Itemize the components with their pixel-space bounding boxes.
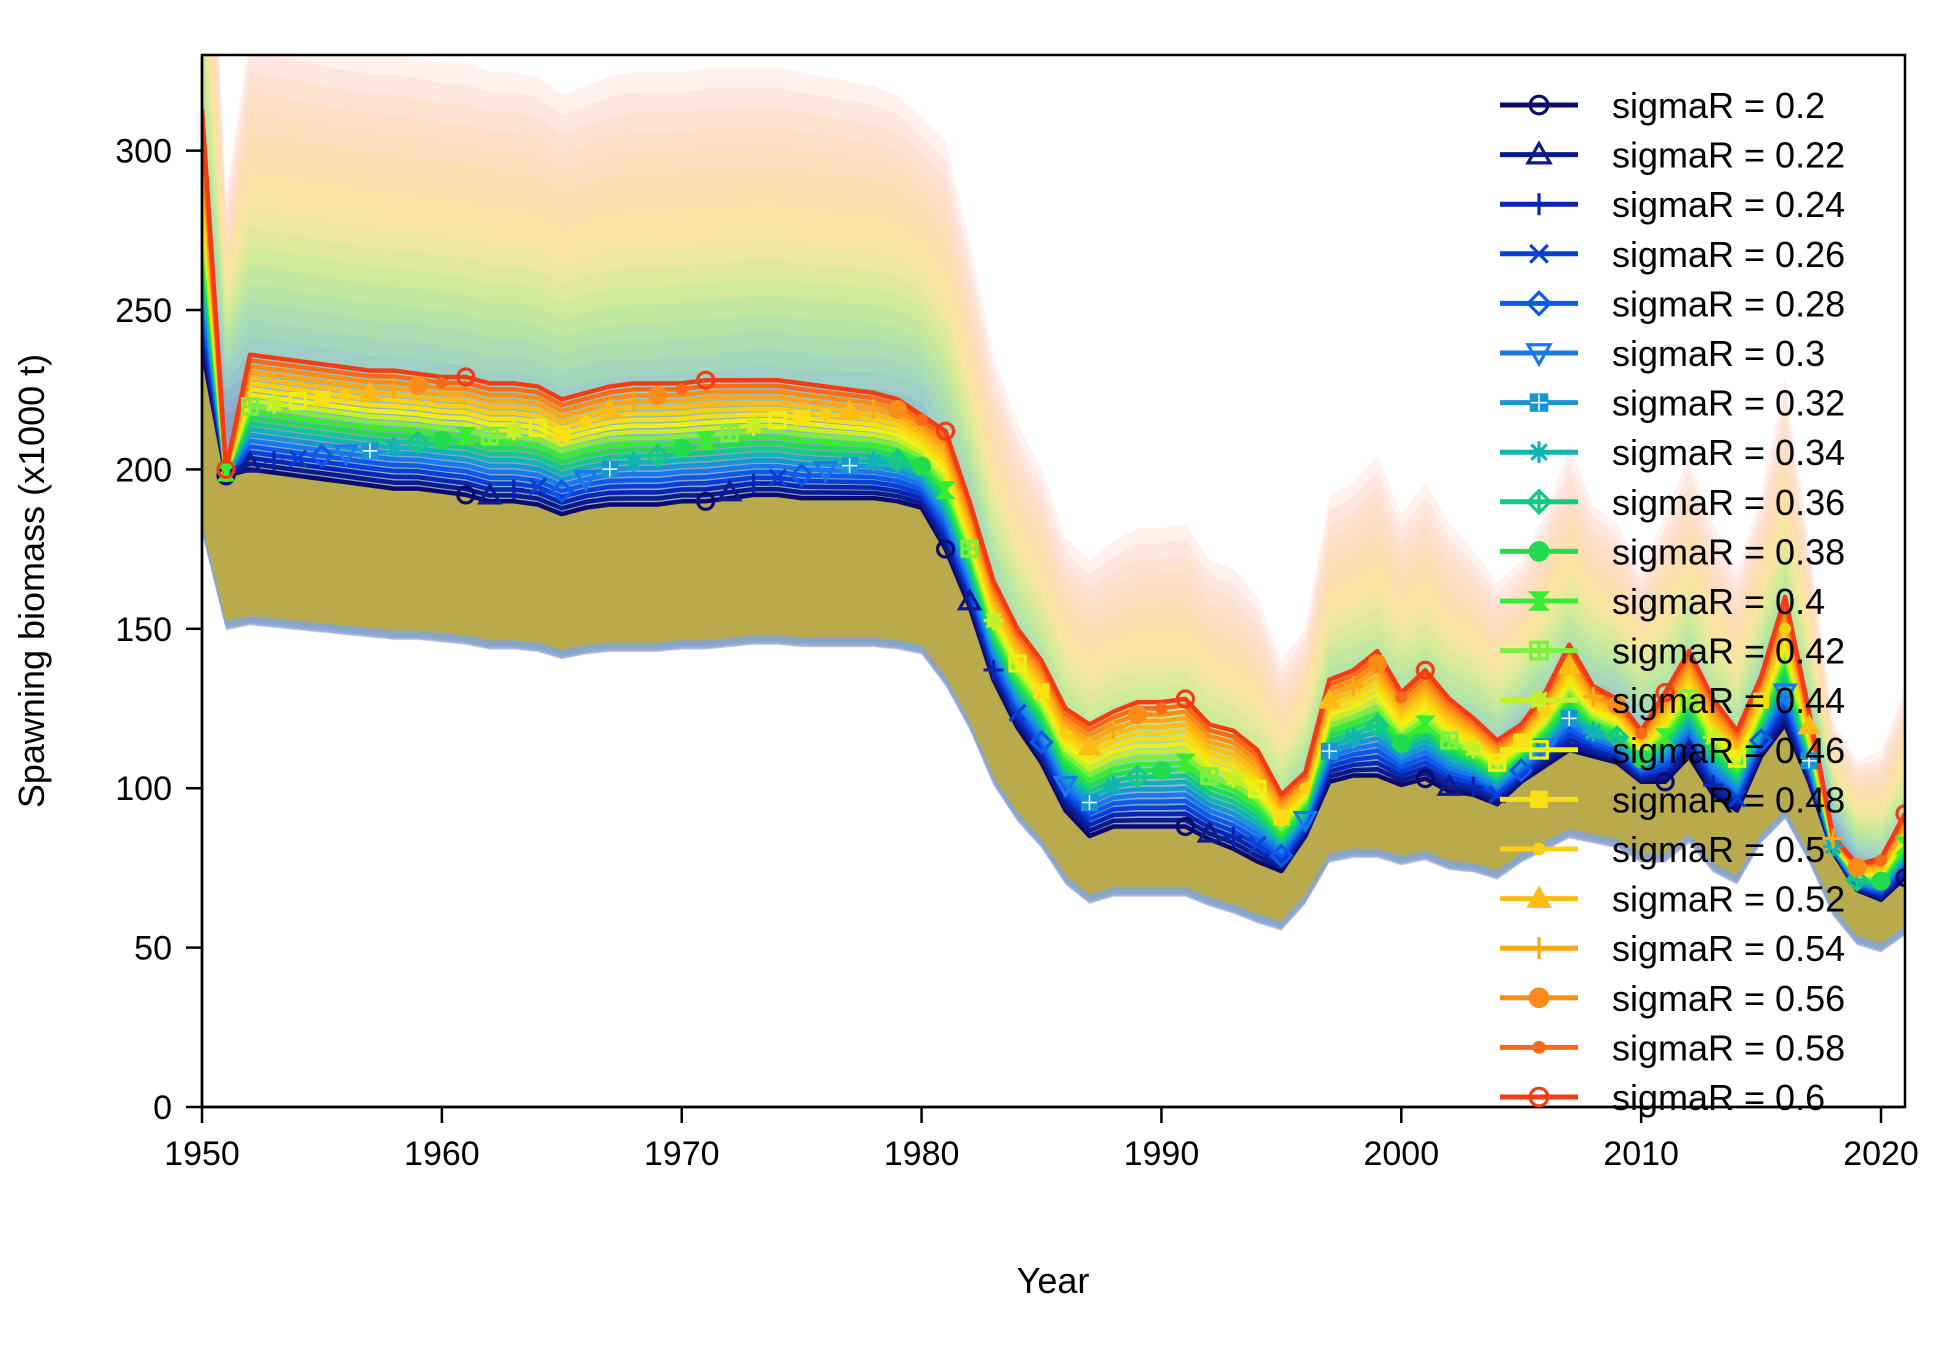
x-tick-label: 1990	[1124, 1135, 1200, 1173]
series-markers-10	[215, 426, 1905, 855]
legend-item: sigmaR = 0.56	[1500, 978, 1845, 1019]
x-tick-label: 1970	[644, 1135, 720, 1173]
legend-item: sigmaR = 0.46	[1500, 730, 1845, 771]
legend-item: sigmaR = 0.36	[1500, 482, 1845, 523]
legend-label: sigmaR = 0.24	[1612, 184, 1845, 225]
series-markers-6	[361, 442, 1818, 812]
y-tick-label: 300	[115, 133, 172, 171]
legend-item: sigmaR = 0.48	[1500, 779, 1845, 820]
legend-label: sigmaR = 0.22	[1612, 135, 1845, 176]
legend-label: sigmaR = 0.4	[1612, 581, 1825, 622]
legend-item: sigmaR = 0.6	[1500, 1077, 1825, 1118]
legend-item: sigmaR = 0.38	[1500, 531, 1845, 572]
legend-label: sigmaR = 0.54	[1612, 928, 1845, 969]
y-tick-label: 150	[115, 611, 172, 649]
series-markers-15	[339, 390, 1792, 795]
legend-item: sigmaR = 0.34	[1500, 432, 1845, 473]
series-markers-18	[408, 375, 1867, 877]
series-markers-3	[288, 449, 1747, 854]
x-tick-label: 2000	[1363, 1135, 1439, 1173]
legend-item: sigmaR = 0.58	[1500, 1027, 1845, 1068]
x-axis-title: Year	[1017, 1260, 1090, 1301]
series-markers-0	[216, 466, 1905, 888]
y-tick-label: 100	[115, 770, 172, 808]
y-tick-label: 250	[115, 292, 172, 330]
y-tick-label: 200	[115, 451, 172, 489]
legend-item: sigmaR = 0.22	[1500, 135, 1845, 176]
legend-label: sigmaR = 0.38	[1612, 531, 1845, 572]
legend: sigmaR = 0.2 sigmaR = 0.22 sigmaR = 0.24 si…	[1500, 85, 1845, 1118]
legend-label: sigmaR = 0.2	[1612, 85, 1825, 126]
y-tick-label: 50	[134, 930, 172, 968]
series-markers-14	[313, 390, 1770, 826]
legend-item: sigmaR = 0.26	[1500, 234, 1845, 275]
x-tick-label: 2020	[1843, 1135, 1919, 1173]
series-markers-9	[432, 430, 1891, 891]
series-markers-1	[237, 450, 1702, 843]
series-line-4	[202, 300, 1905, 894]
legend-item: sigmaR = 0.5	[1500, 829, 1825, 870]
x-tick-label: 1980	[884, 1135, 960, 1173]
x-tick-label: 1960	[404, 1135, 480, 1173]
legend-label: sigmaR = 0.46	[1612, 730, 1845, 771]
series-markers-4	[309, 443, 1774, 869]
legend-label: sigmaR = 0.26	[1612, 234, 1845, 275]
series-markers-8	[405, 430, 1870, 893]
series-markers-2	[263, 451, 1724, 847]
legend-label: sigmaR = 0.48	[1612, 779, 1845, 820]
series-markers-16	[358, 381, 1821, 756]
legend-item: sigmaR = 0.32	[1500, 383, 1845, 424]
legend-label: sigmaR = 0.5	[1612, 829, 1825, 870]
series-markers-20	[216, 367, 1905, 824]
y-axis-title: Spawning biomass (x1000 t)	[11, 354, 52, 808]
legend-label: sigmaR = 0.34	[1612, 432, 1845, 473]
legend-label: sigmaR = 0.44	[1612, 680, 1845, 721]
legend-item: sigmaR = 0.52	[1500, 879, 1845, 920]
legend-label: sigmaR = 0.56	[1612, 978, 1845, 1019]
legend-item: sigmaR = 0.3	[1500, 333, 1825, 374]
series-markers-13	[288, 392, 1747, 799]
legend-item: sigmaR = 0.4	[1500, 581, 1825, 622]
x-tick-label: 1950	[164, 1135, 240, 1173]
series-markers-17	[383, 378, 1844, 849]
legend-label: sigmaR = 0.42	[1612, 631, 1845, 672]
x-tick-label: 2010	[1603, 1135, 1679, 1173]
legend-label: sigmaR = 0.58	[1612, 1027, 1845, 1068]
legend-item: sigmaR = 0.54	[1500, 928, 1845, 969]
series-markers-11	[240, 397, 1699, 786]
legend-label: sigmaR = 0.6	[1612, 1077, 1825, 1118]
series-markers-19	[435, 376, 1888, 867]
legend-label: sigmaR = 0.3	[1612, 333, 1825, 374]
legend-label: sigmaR = 0.32	[1612, 383, 1845, 424]
legend-label: sigmaR = 0.52	[1612, 879, 1845, 920]
legend-item: sigmaR = 0.42	[1500, 631, 1845, 672]
series-markers-12	[263, 393, 1724, 789]
y-tick-label: 0	[153, 1089, 172, 1127]
legend-item: sigmaR = 0.28	[1500, 283, 1845, 324]
band-core	[202, 348, 1905, 944]
legend-label: sigmaR = 0.28	[1612, 283, 1845, 324]
legend-item: sigmaR = 0.44	[1500, 680, 1845, 721]
legend-label: sigmaR = 0.36	[1612, 482, 1845, 523]
legend-item: sigmaR = 0.24	[1500, 184, 1845, 225]
legend-item: sigmaR = 0.2	[1500, 85, 1825, 126]
axes: 1950 1960 1970 1980 1990 2000 2010 2020 0 50 100 15…	[115, 55, 1919, 1173]
series-line-0	[202, 347, 1905, 903]
series-markers	[215, 367, 1905, 893]
